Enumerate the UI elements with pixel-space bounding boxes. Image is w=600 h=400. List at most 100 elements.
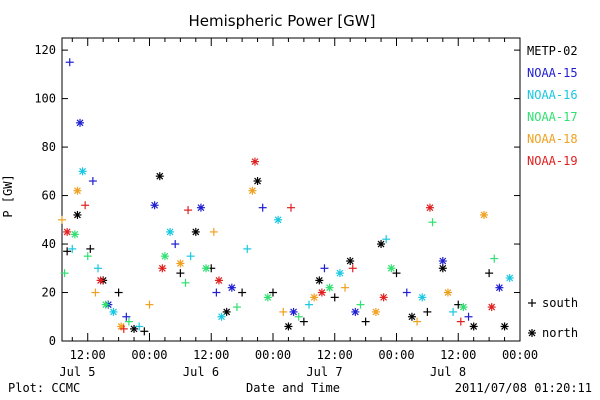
north-point: [443, 288, 452, 297]
north-point: [109, 307, 118, 316]
x-tick-label: 12:00: [440, 348, 476, 362]
south-point: [238, 288, 247, 297]
symbol-legend-label: south: [542, 296, 578, 310]
south-point: [83, 252, 92, 261]
north-point: [407, 312, 416, 321]
legend-item: METP-02: [527, 44, 578, 58]
north-point: [284, 322, 293, 331]
day-label: Jul 7: [306, 365, 342, 379]
north-point: [500, 322, 509, 331]
south-point: [86, 244, 95, 253]
north-point: [160, 252, 169, 261]
north-point: [248, 186, 257, 195]
south-point: [305, 300, 314, 309]
series-noaa-15: [65, 58, 504, 321]
north-point: [469, 322, 478, 331]
symbol-legend-item: south: [528, 296, 578, 310]
y-tick-label: 20: [42, 286, 56, 300]
south-point: [176, 269, 185, 278]
y-axis-title: P [GW]: [1, 174, 15, 217]
south-point: [243, 244, 252, 253]
north-point: [274, 215, 283, 224]
north-point: [63, 227, 72, 236]
x-tick-label: 12:00: [70, 348, 106, 362]
north-point: [155, 172, 164, 181]
north-point: [150, 201, 159, 210]
series-metp-02: [63, 172, 509, 336]
day-label: Jul 5: [59, 365, 95, 379]
y-tick-label: 100: [34, 92, 56, 106]
symbol-legend-item: north: [528, 326, 578, 340]
south-point: [181, 278, 190, 287]
south-point: [232, 303, 241, 312]
south-point: [356, 300, 365, 309]
south-point: [94, 264, 103, 273]
south-point: [60, 269, 69, 278]
north-point: [351, 307, 360, 316]
north-point: [379, 293, 388, 302]
north-point: [253, 177, 262, 186]
series-noaa-18: [58, 186, 488, 331]
y-axis-label: P [GW]: [1, 174, 15, 217]
north-point: [335, 269, 344, 278]
footer-credit: Plot: CCMC: [8, 381, 80, 395]
chart-title: Hemispheric Power [GW]: [189, 12, 376, 30]
south-point: [81, 201, 90, 210]
south-point: [413, 317, 422, 326]
south-point: [382, 235, 391, 244]
south-point: [279, 307, 288, 316]
north-point: [176, 259, 185, 268]
series-noaa-17: [60, 218, 499, 326]
north-point: [418, 293, 427, 302]
north-point: [346, 257, 355, 266]
south-point: [114, 288, 123, 297]
south-point: [464, 312, 473, 321]
south-point: [171, 240, 180, 249]
north-point: [196, 203, 205, 212]
south-point: [456, 317, 465, 326]
north-point: [73, 210, 82, 219]
legend: METP-02 NOAA-15 NOAA-16 NOAA-17 NOAA-18 NOAA-…: [527, 44, 578, 168]
north-point: [325, 283, 334, 292]
legend-item: NOAA-17: [527, 110, 578, 124]
day-label: Jul 8: [430, 365, 466, 379]
south-point: [287, 203, 295, 212]
north-point: [479, 210, 488, 219]
north-point: [317, 288, 326, 297]
south-point: [212, 288, 221, 297]
symbol-legend-label: north: [542, 326, 578, 340]
legend-item: NOAA-18: [527, 132, 578, 146]
north-point: [78, 167, 87, 176]
south-point: [209, 227, 218, 236]
series-noaa-16: [68, 167, 514, 331]
south-point: [348, 264, 357, 273]
north-point: [76, 118, 85, 127]
series-noaa-19: [63, 157, 496, 333]
north-point: [438, 257, 447, 266]
x-tick-label: 12:00: [193, 348, 229, 362]
north-point: [289, 307, 298, 316]
legend-item: NOAA-19: [527, 154, 578, 168]
south-point: [186, 252, 195, 261]
south-point: [124, 317, 133, 326]
data-points: [58, 58, 514, 336]
x-tick-label: 00:00: [502, 348, 538, 362]
north-point: [191, 227, 200, 236]
south-point: [184, 206, 193, 215]
footer-timestamp: 2011/07/08 01:20:11: [455, 381, 592, 395]
plot-frame: [61, 37, 521, 342]
legend-item: NOAA-16: [527, 88, 578, 102]
south-point: [392, 269, 401, 278]
south-point: [330, 293, 339, 302]
north-point: [505, 273, 514, 282]
north-point: [459, 303, 468, 312]
y-tick-label: 0: [49, 334, 56, 348]
north-point: [315, 276, 324, 285]
south-point: [485, 269, 494, 278]
north-point: [495, 283, 504, 292]
south-point: [68, 244, 77, 253]
north-point: [263, 293, 272, 302]
south-point: [145, 300, 154, 309]
symbol-legend: south north: [528, 296, 578, 340]
